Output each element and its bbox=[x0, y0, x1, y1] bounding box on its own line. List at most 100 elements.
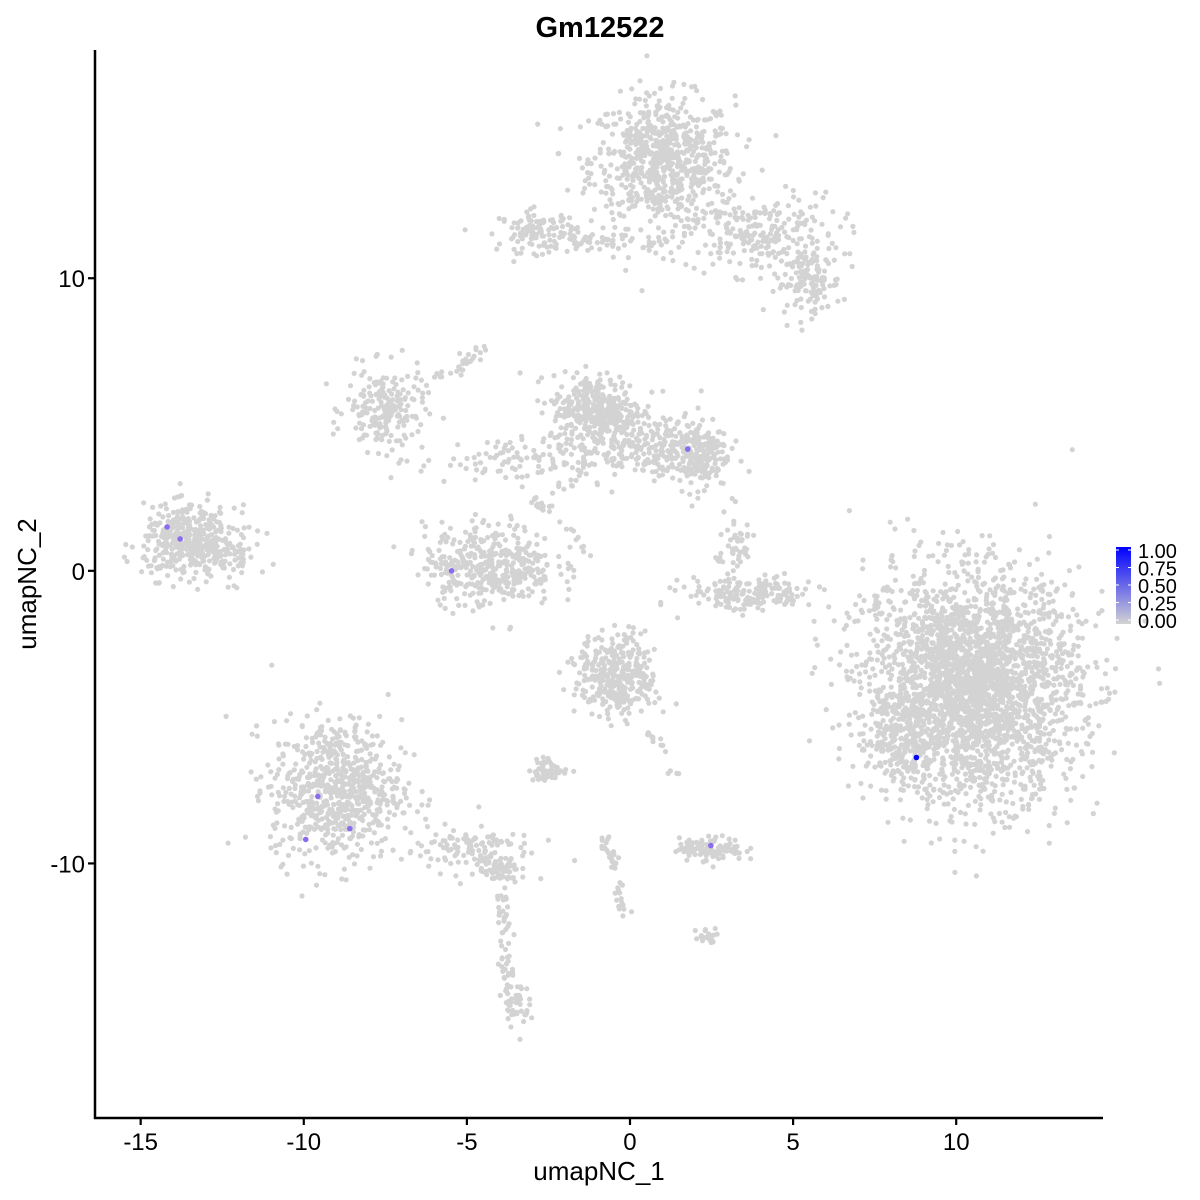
cell-point bbox=[1089, 749, 1096, 755]
cell-point bbox=[830, 209, 836, 215]
cell-point bbox=[741, 248, 747, 254]
cell-point bbox=[674, 577, 680, 583]
cell-point bbox=[814, 245, 820, 251]
cell-point bbox=[669, 95, 675, 101]
cell-point bbox=[437, 602, 443, 608]
cell-point bbox=[686, 139, 693, 145]
cell-point bbox=[237, 541, 243, 547]
cell-point bbox=[1033, 592, 1039, 598]
cell-point bbox=[681, 414, 687, 420]
cell-point bbox=[738, 538, 745, 544]
cell-point bbox=[610, 444, 616, 450]
cell-point bbox=[659, 466, 666, 472]
cell-point bbox=[683, 170, 689, 176]
cell-point bbox=[945, 563, 951, 570]
cell-point bbox=[689, 503, 695, 509]
cell-point bbox=[1157, 680, 1163, 686]
cell-point bbox=[619, 152, 625, 158]
cell-point bbox=[483, 559, 489, 565]
cell-point bbox=[586, 181, 593, 187]
cell-point bbox=[624, 432, 630, 438]
cell-point bbox=[649, 389, 655, 395]
cell-point bbox=[675, 141, 681, 147]
cell-point bbox=[589, 389, 595, 395]
cell-point bbox=[1068, 660, 1074, 666]
cell-point bbox=[457, 539, 463, 546]
cell-point bbox=[464, 455, 470, 462]
cell-point bbox=[505, 459, 511, 465]
cell-point bbox=[205, 571, 211, 577]
cell-point bbox=[629, 86, 635, 92]
cell-point bbox=[712, 150, 718, 156]
cell-point bbox=[672, 587, 678, 594]
cell-point bbox=[701, 178, 707, 185]
cell-point bbox=[511, 454, 517, 460]
cell-point bbox=[675, 150, 681, 157]
cell-point bbox=[170, 584, 176, 590]
cell-point bbox=[612, 471, 618, 477]
cell-point bbox=[535, 558, 541, 564]
cell-point bbox=[464, 572, 470, 578]
cell-point bbox=[660, 449, 666, 455]
cell-point bbox=[655, 209, 661, 215]
cell-point bbox=[1063, 714, 1069, 720]
cell-point bbox=[659, 207, 665, 213]
cell-point bbox=[603, 190, 609, 196]
cell-point bbox=[184, 552, 190, 558]
cell-point bbox=[173, 544, 179, 550]
cell-point bbox=[633, 173, 640, 179]
cell-point bbox=[913, 650, 919, 656]
cell-point bbox=[645, 204, 652, 210]
cell-point bbox=[777, 585, 783, 591]
cell-point bbox=[511, 587, 517, 593]
cell-point bbox=[232, 557, 238, 563]
cell-point bbox=[1059, 747, 1065, 753]
cell-point bbox=[653, 448, 659, 454]
cell-point bbox=[550, 456, 556, 462]
cell-point bbox=[582, 178, 588, 184]
cell-point bbox=[963, 791, 969, 797]
cell-point bbox=[759, 581, 765, 588]
cell-point bbox=[530, 567, 536, 574]
cell-point bbox=[790, 194, 797, 200]
cell-point bbox=[614, 166, 620, 172]
cell-point bbox=[831, 618, 837, 624]
cell-point bbox=[665, 433, 672, 439]
cell-point bbox=[496, 584, 502, 591]
cell-point bbox=[536, 457, 542, 463]
cell-point bbox=[788, 275, 795, 282]
cell-point bbox=[731, 518, 737, 524]
cell-point bbox=[653, 180, 660, 186]
cell-point bbox=[771, 208, 777, 214]
cell-point bbox=[486, 580, 492, 586]
cell-point bbox=[799, 327, 805, 333]
cell-point bbox=[759, 251, 765, 257]
cell-point bbox=[734, 563, 741, 569]
cell-point bbox=[809, 235, 815, 241]
cell-point bbox=[676, 244, 682, 250]
cell-point bbox=[730, 568, 736, 574]
cell-point bbox=[183, 519, 189, 525]
cell-point bbox=[180, 570, 186, 576]
cell-point bbox=[323, 381, 329, 387]
cell-point bbox=[649, 190, 655, 196]
cell-point bbox=[671, 122, 677, 128]
cell-point bbox=[510, 573, 516, 579]
cell-point bbox=[694, 434, 700, 440]
cell-point bbox=[226, 530, 232, 536]
cell-point bbox=[472, 511, 478, 518]
cell-point bbox=[849, 263, 855, 270]
cell-point bbox=[722, 172, 728, 178]
cell-point bbox=[382, 392, 388, 398]
cell-point bbox=[610, 111, 617, 117]
cell-point bbox=[619, 199, 626, 205]
cell-point bbox=[681, 131, 688, 137]
cell-point bbox=[998, 567, 1004, 574]
cell-point bbox=[946, 784, 952, 790]
cell-point bbox=[679, 488, 685, 494]
cell-point bbox=[494, 452, 500, 458]
cell-point bbox=[661, 147, 668, 153]
cell-point bbox=[623, 184, 629, 191]
cell-point bbox=[870, 707, 877, 713]
cell-point bbox=[197, 503, 203, 510]
